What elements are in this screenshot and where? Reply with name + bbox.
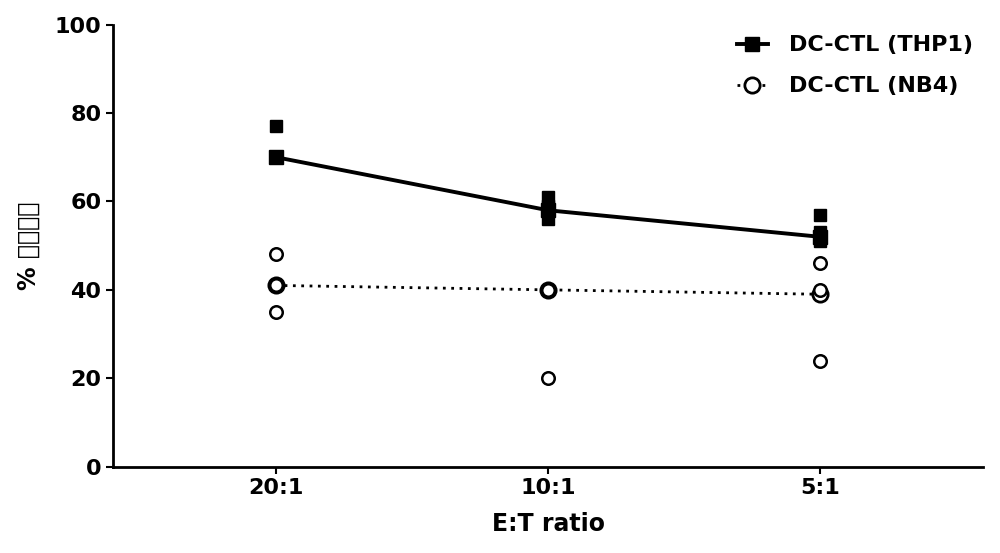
X-axis label: E:T ratio: E:T ratio xyxy=(492,512,605,536)
Y-axis label: % 细胞毒性: % 细胞毒性 xyxy=(17,201,41,290)
Legend: DC-CTL (THP1), DC-CTL (NB4): DC-CTL (THP1), DC-CTL (NB4) xyxy=(737,35,973,96)
